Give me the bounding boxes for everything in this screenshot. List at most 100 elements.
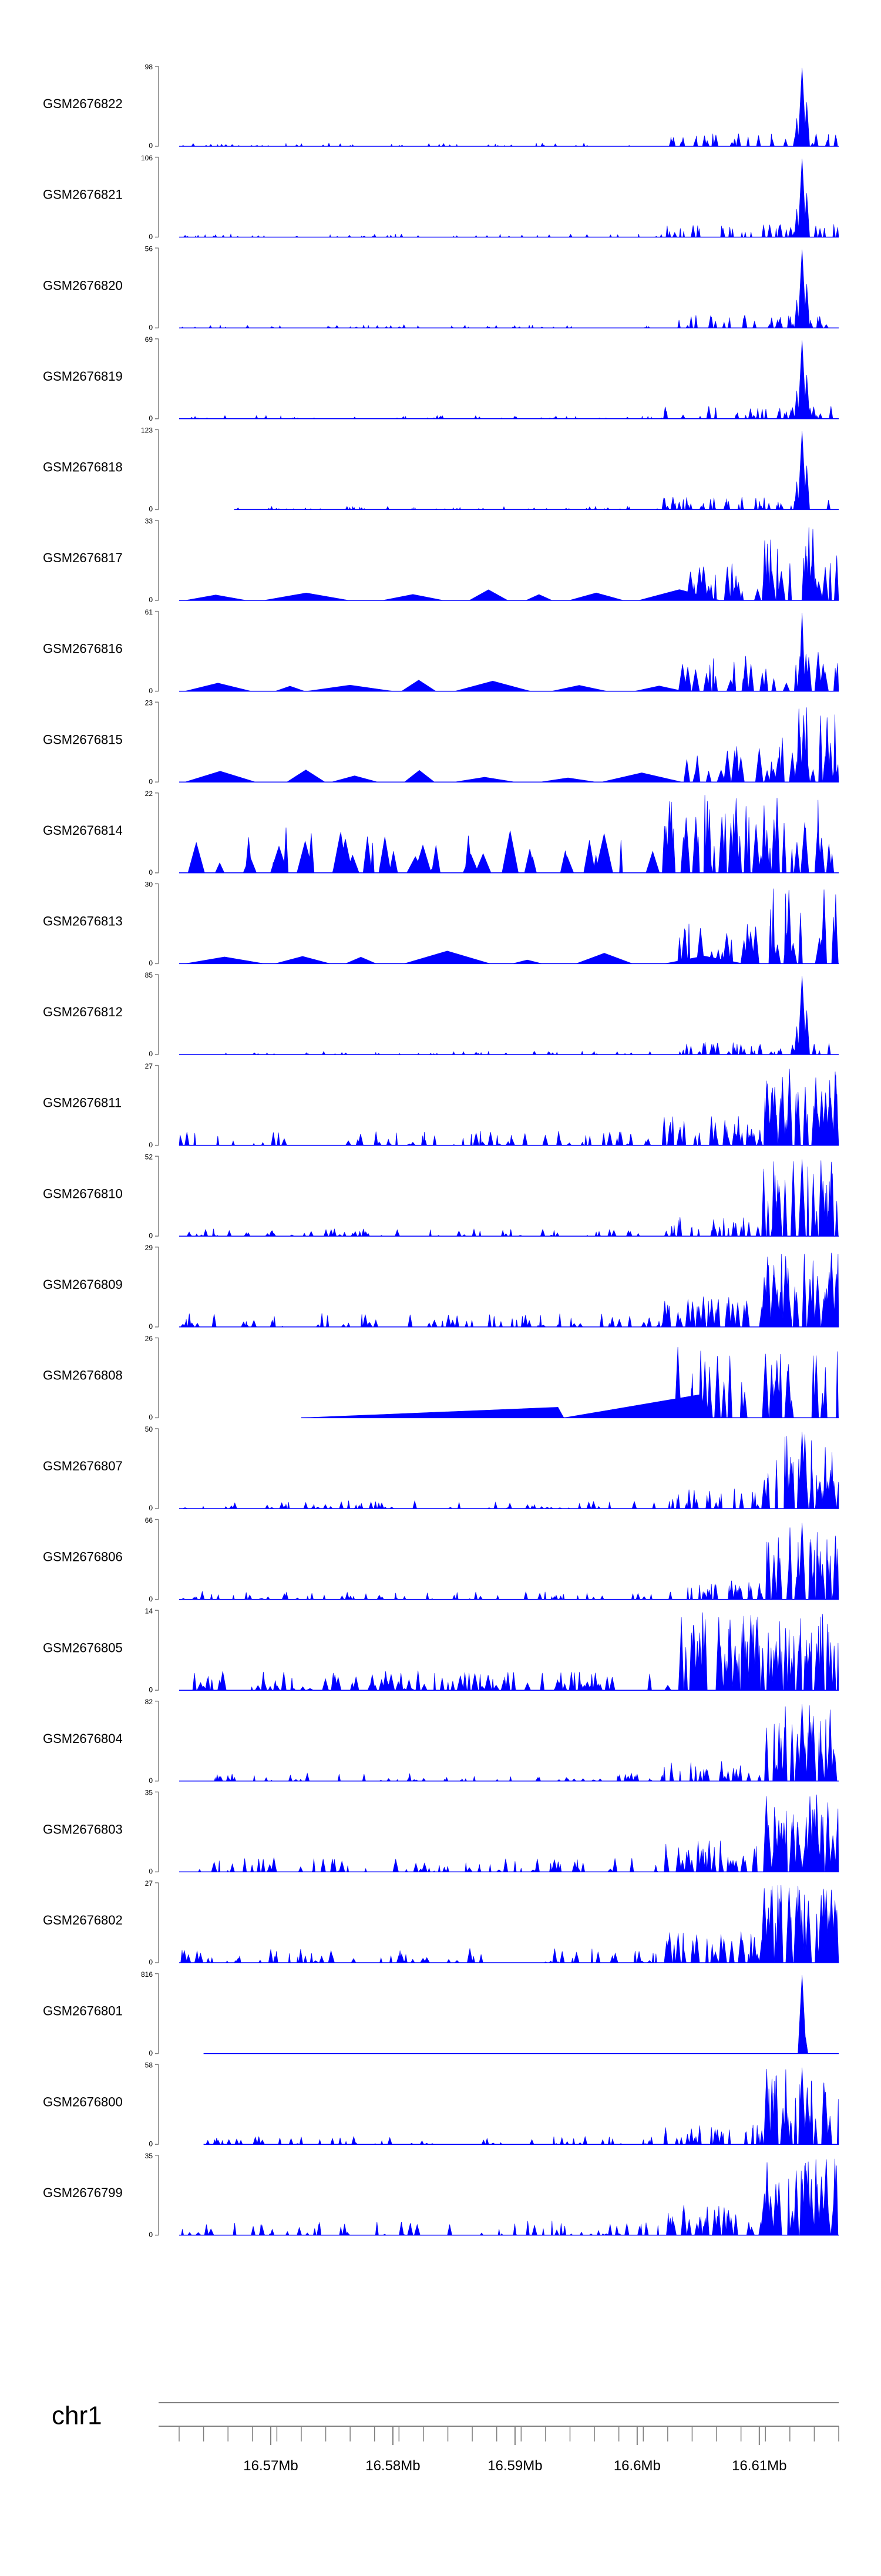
track-GSM2676819: GSM2676819 69 0 — [43, 335, 839, 422]
track-GSM2676814: GSM2676814 22 0 — [43, 790, 839, 876]
track-label: GSM2676822 — [43, 96, 123, 111]
track-label: GSM2676816 — [43, 642, 123, 656]
track-GSM2676817: GSM2676817 33 0 — [43, 517, 839, 604]
track-label: GSM2676818 — [43, 459, 123, 474]
y-min-label: 0 — [149, 868, 153, 876]
coverage-area — [184, 527, 839, 601]
y-min-label: 0 — [149, 1685, 153, 1694]
coverage-area — [197, 1794, 839, 1872]
track-label: GSM2676810 — [43, 1186, 123, 1201]
y-min-label: 0 — [149, 687, 153, 695]
coverage-area — [192, 1612, 839, 1691]
track-label: GSM2676811 — [43, 1096, 122, 1110]
coverage-area — [182, 1432, 839, 1509]
y-min-label: 0 — [149, 323, 153, 331]
coverage-area — [224, 976, 831, 1055]
track-GSM2676821: GSM2676821 106 0 — [43, 154, 839, 241]
y-min-label: 0 — [149, 233, 153, 241]
y-max-label: 61 — [145, 608, 153, 616]
track-label: GSM2676821 — [43, 187, 123, 202]
coverage-area — [179, 1069, 839, 1146]
coverage-area — [187, 795, 835, 874]
track-GSM2676812: GSM2676812 85 0 — [43, 971, 839, 1058]
track-label: GSM2676799 — [43, 2185, 123, 2200]
y-max-label: 27 — [145, 1062, 153, 1070]
y-min-label: 0 — [149, 1231, 153, 1240]
tracks-layer: GSM2676822 98 0 GSM2676821 106 0 GSM2676820 56 0… — [43, 63, 839, 2239]
track-GSM2676806: GSM2676806 66 0 — [43, 1516, 839, 1603]
tick-label: 16.59Mb — [487, 2458, 542, 2474]
y-max-label: 26 — [145, 1335, 153, 1343]
track-GSM2676816: GSM2676816 61 0 — [43, 608, 839, 695]
tick-label: 16.6Mb — [614, 2458, 661, 2474]
track-label: GSM2676802 — [43, 1913, 123, 1927]
y-min-label: 0 — [149, 1504, 153, 1512]
y-max-label: 33 — [145, 517, 153, 525]
track-label: GSM2676805 — [43, 1640, 123, 1655]
y-max-label: 106 — [141, 154, 153, 162]
y-max-label: 69 — [145, 335, 153, 344]
track-GSM2676810: GSM2676810 52 0 — [43, 1153, 839, 1240]
genomic-axis: chr1 16.57Mb 16.58Mb 16.59Mb 16.6Mb 16.61Mb — [52, 2402, 839, 2474]
y-min-label: 0 — [149, 2231, 153, 2239]
track-GSM2676822: GSM2676822 98 0 — [43, 63, 839, 150]
y-min-label: 0 — [149, 959, 153, 968]
y-min-label: 0 — [149, 414, 153, 422]
track-label: GSM2676807 — [43, 1459, 123, 1473]
coverage-area — [184, 888, 839, 964]
coverage-area — [184, 707, 839, 782]
coverage-area — [181, 249, 829, 328]
track-GSM2676805: GSM2676805 14 0 — [43, 1607, 839, 1694]
track-GSM2676807: GSM2676807 50 0 — [43, 1425, 839, 1512]
y-min-label: 0 — [149, 142, 153, 150]
coverage-area — [186, 1159, 839, 1237]
track-GSM2676808: GSM2676808 26 0 — [43, 1335, 839, 1422]
y-min-label: 0 — [149, 596, 153, 604]
coverage-area — [301, 1346, 839, 1418]
coverage-area — [206, 2067, 839, 2145]
y-min-label: 0 — [149, 1413, 153, 1422]
track-GSM2676804: GSM2676804 82 0 — [43, 1698, 839, 1785]
coverage-area — [181, 68, 838, 147]
tick-label: 16.61Mb — [732, 2458, 786, 2474]
y-max-label: 27 — [145, 1879, 153, 1888]
track-label: GSM2676804 — [43, 1731, 123, 1746]
y-min-label: 0 — [149, 1868, 153, 1876]
y-min-label: 0 — [149, 1776, 153, 1785]
coverage-area — [181, 1522, 839, 1600]
track-GSM2676799: GSM2676799 35 0 — [43, 2152, 839, 2239]
track-label: GSM2676809 — [43, 1277, 123, 1292]
y-max-label: 14 — [145, 1607, 153, 1615]
y-max-label: 22 — [145, 790, 153, 798]
track-label: GSM2676808 — [43, 1368, 123, 1382]
y-max-label: 816 — [141, 1970, 153, 1979]
track-GSM2676809: GSM2676809 29 0 — [43, 1244, 839, 1331]
y-max-label: 82 — [145, 1698, 153, 1706]
track-label: GSM2676817 — [43, 550, 123, 565]
y-max-label: 98 — [145, 63, 153, 71]
coverage-area — [180, 1885, 839, 1963]
track-GSM2676800: GSM2676800 58 0 — [43, 2061, 839, 2148]
track-GSM2676801: GSM2676801 816 0 — [43, 1970, 839, 2057]
track-label: GSM2676803 — [43, 1822, 123, 1836]
track-label: GSM2676801 — [43, 2004, 123, 2019]
coverage-area — [214, 1704, 838, 1782]
y-min-label: 0 — [149, 1050, 153, 1058]
y-min-label: 0 — [149, 2140, 153, 2148]
coverage-area — [183, 159, 839, 237]
y-max-label: 23 — [145, 698, 153, 707]
tick-label: 16.58Mb — [365, 2458, 420, 2474]
track-label: GSM2676813 — [43, 913, 123, 928]
y-max-label: 29 — [145, 1244, 153, 1252]
y-min-label: 0 — [149, 1322, 153, 1331]
y-max-label: 56 — [145, 244, 153, 253]
track-label: GSM2676812 — [43, 1005, 123, 1019]
y-max-label: 58 — [145, 2061, 153, 2069]
track-label: GSM2676820 — [43, 278, 123, 293]
track-GSM2676802: GSM2676802 27 0 — [43, 1879, 839, 1966]
y-min-label: 0 — [149, 1595, 153, 1603]
track-GSM2676811: GSM2676811 27 0 — [43, 1062, 839, 1149]
coverage-area — [180, 1252, 839, 1328]
y-min-label: 0 — [149, 1958, 153, 1966]
